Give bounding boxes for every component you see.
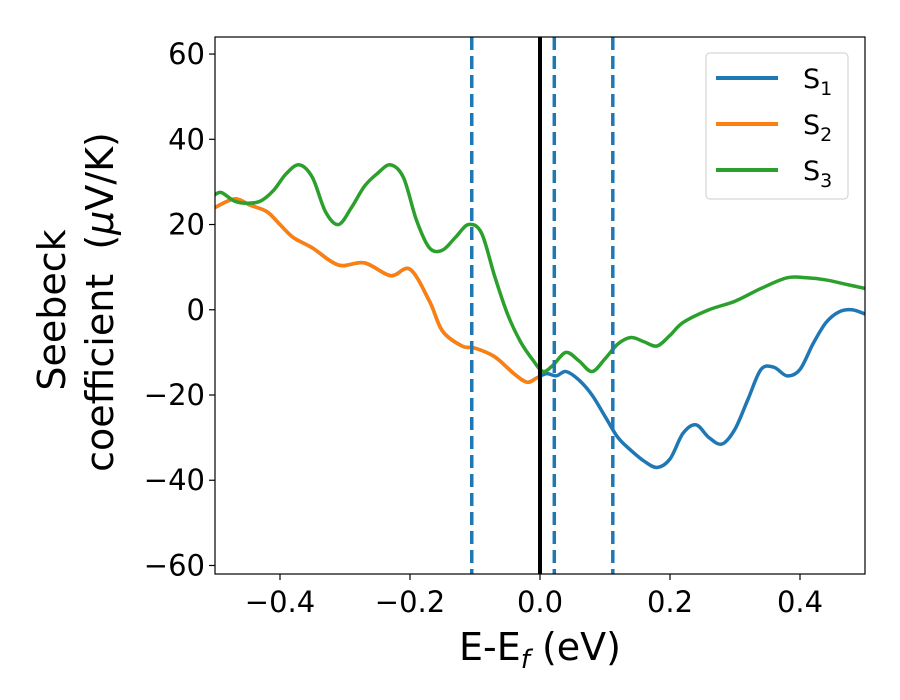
x-tick-label: 0.0: [517, 585, 563, 619]
y-tick-label: 40: [168, 122, 205, 156]
y-axis-title-line2: coefficient (μV/K): [78, 132, 122, 472]
x-tick-label: −0.4: [245, 585, 315, 619]
legend-label-s1: S1: [803, 64, 832, 100]
legend-label-s3: S3: [803, 156, 832, 192]
series-line-s2: [215, 197, 539, 385]
legend: S1 S2 S3: [705, 52, 849, 200]
series-line-s3: [215, 163, 865, 374]
y-tick-label: −20: [144, 378, 205, 412]
y-tick-label: −40: [144, 463, 205, 497]
series-layer: [215, 163, 865, 470]
y-tick-label: −60: [144, 548, 205, 582]
y-tick-label: 0: [187, 293, 205, 327]
y-tick-label: 60: [168, 37, 205, 71]
y-axis-ticks: −60 −40 −20 0 20 40 60: [144, 37, 215, 582]
x-tick-label: 0.2: [647, 585, 693, 619]
x-axis-title: E-Ef (eV): [459, 625, 621, 675]
y-tick-label: 20: [168, 208, 205, 242]
vline-layer: [470, 37, 615, 574]
x-tick-label: 0.4: [777, 585, 823, 619]
y-axis-title-line1: Seebeck: [30, 229, 74, 390]
x-tick-label: −0.2: [375, 585, 445, 619]
x-axis-ticks: −0.4 −0.2 0.0 0.2 0.4: [245, 574, 823, 619]
legend-label-s2: S2: [803, 110, 832, 146]
